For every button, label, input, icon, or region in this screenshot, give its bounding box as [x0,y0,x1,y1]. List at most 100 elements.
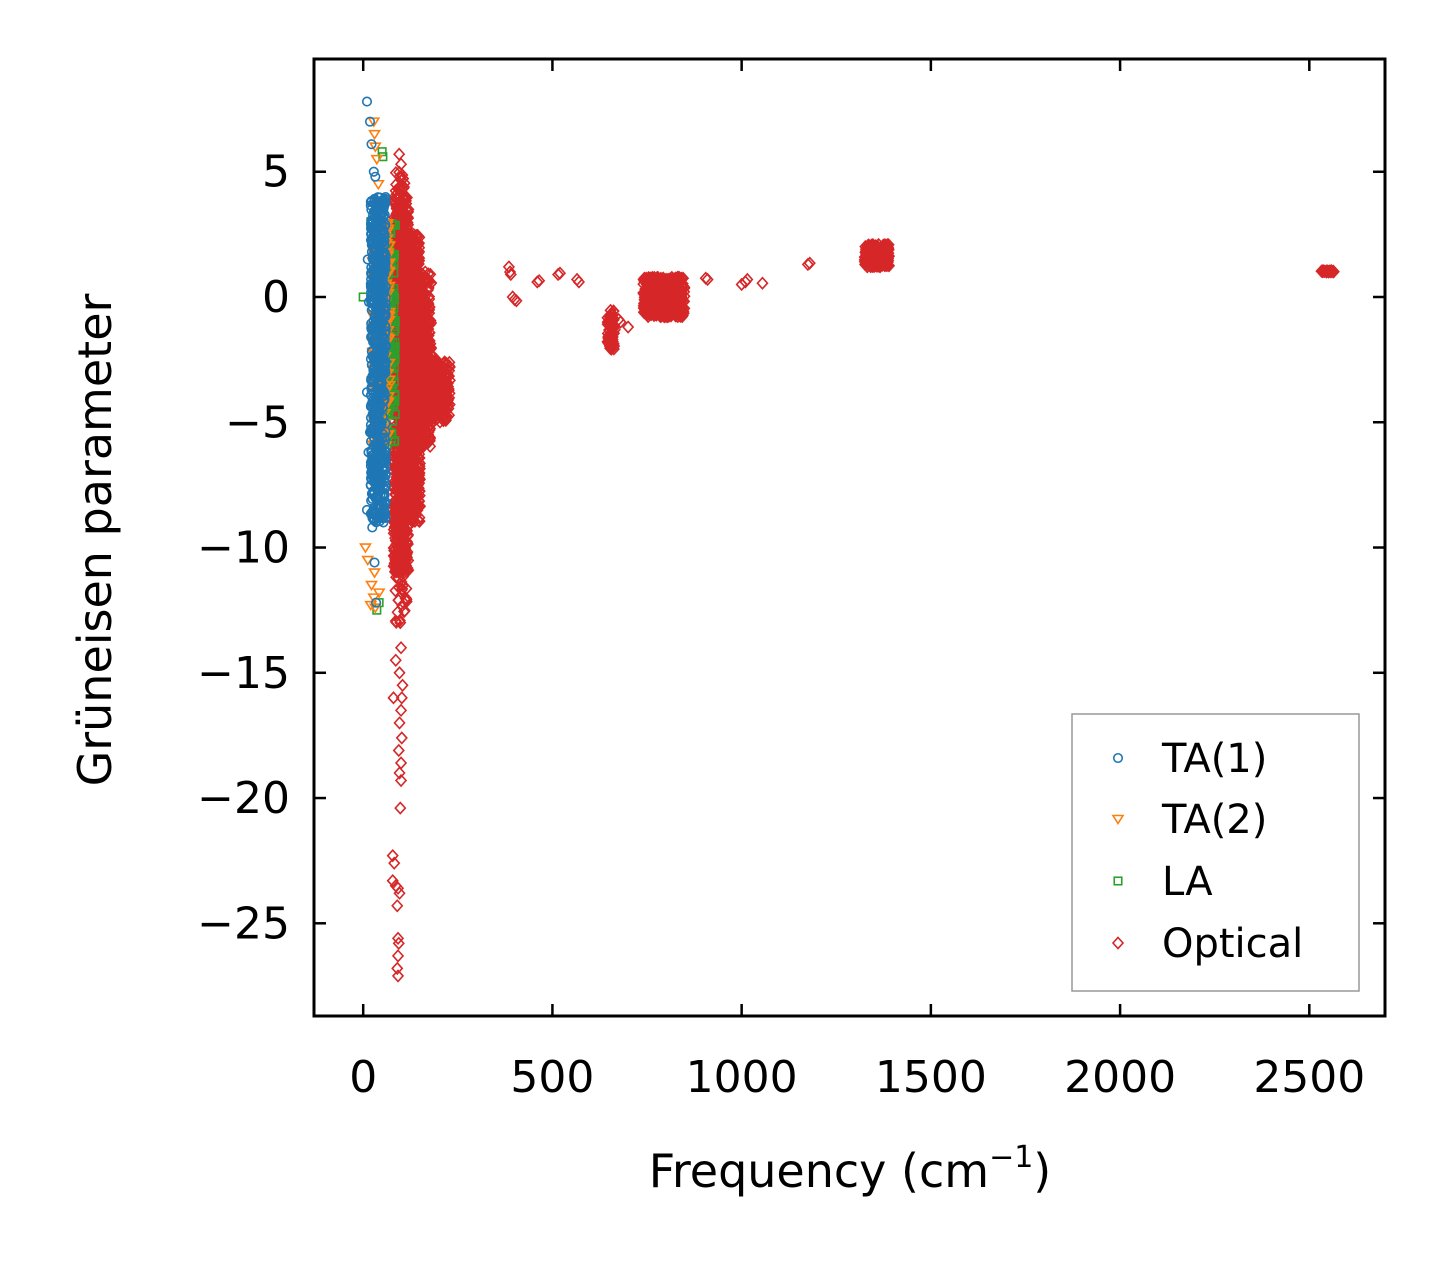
data-point-ta-1 [375,264,386,275]
data-point-ta-1 [374,440,385,452]
data-point-ta-1 [375,268,386,279]
data-point-optical [666,303,679,317]
data-point-optical [1316,264,1329,279]
data-point-optical [403,359,416,373]
data-point-optical [389,476,402,490]
data-point-optical [741,272,754,287]
data-point-ta-1 [378,288,389,299]
data-point-optical [400,291,413,305]
data-point-ta-1 [369,371,380,382]
data-point-ta-1 [370,171,381,182]
data-point-optical [424,439,437,454]
legend-marker-la [1113,876,1123,886]
data-point-optical [391,931,405,946]
data-point-optical [394,561,408,575]
data-point-optical [398,335,411,350]
data-point-optical [394,703,408,718]
data-point-optical [553,266,567,280]
data-point-la [390,409,400,419]
data-point-ta-1 [368,377,379,388]
data-point-optical [397,204,410,218]
data-point-ta-1 [368,254,379,265]
data-point-ta-1 [379,338,390,349]
data-point-optical [414,378,427,392]
data-point-optical [400,592,413,607]
data-point-optical [411,480,425,495]
data-point-optical [392,936,405,951]
data-point-ta-1 [374,303,386,314]
data-point-optical [400,479,413,493]
y-tick-label: −20 [197,773,290,824]
data-point-optical [409,341,422,355]
data-point-optical [701,272,714,287]
data-point-ta-1 [378,364,390,375]
data-point-optical [391,881,405,895]
data-point-ta-1 [373,274,384,285]
data-point-ta-1 [365,401,376,412]
data-point-ta-1 [379,483,390,494]
data-point-optical [398,228,411,242]
data-point-optical [422,275,436,289]
legend-marker-optical [1111,936,1125,950]
data-point-la [389,390,400,400]
data-point-optical [393,434,406,449]
data-point-ta-1 [367,522,378,533]
data-point-optical [859,256,872,270]
data-point-optical [866,239,879,254]
data-point-optical [399,243,412,257]
y-tick-label: −10 [197,523,290,574]
data-point-ta-2 [368,568,381,579]
data-point-ta-1 [378,258,389,270]
data-point-optical [756,276,769,290]
data-point-optical [572,275,585,289]
data-point-optical [873,260,887,274]
data-point-optical [425,357,438,371]
data-point-optical [398,522,411,537]
data-point-optical [410,492,423,506]
data-point-optical [399,191,412,206]
data-point-optical [398,603,411,618]
data-point-ta-1 [363,296,374,308]
data-point-optical [403,373,417,388]
data-point-optical [395,520,408,534]
data-point-optical [396,540,409,555]
data-point-optical [396,678,409,692]
data-point-optical [393,666,406,680]
data-point-optical [424,267,437,282]
data-point-optical [422,267,435,281]
data-point-optical [392,456,406,470]
data-point-ta-1 [372,196,383,207]
data-point-ta-1 [380,510,391,521]
legend-frame [1071,713,1360,992]
data-point-optical [393,170,406,184]
data-point-optical [440,384,454,398]
data-point-optical [391,899,404,913]
data-point-optical [399,316,412,330]
data-point-optical [390,570,403,584]
data-point-optical [393,716,406,730]
data-point-optical [419,298,432,313]
data-point-ta-1 [369,336,380,347]
plot-frame [312,57,1387,1018]
data-point-optical [391,199,404,214]
data-point-ta-1 [368,166,379,177]
data-point-optical [871,259,885,273]
data-point-ta-1 [378,283,389,295]
data-point-optical [404,501,418,515]
data-point-optical [503,265,517,279]
data-point-optical [422,322,435,336]
data-point-optical [391,540,405,555]
legend-label-optical: Optical [1162,921,1303,967]
x-tick-label: 2500 [1253,1052,1365,1103]
data-point-ta-1 [371,597,382,608]
data-point-optical [669,274,682,288]
data-point-optical [420,428,433,443]
data-point-optical [404,356,417,370]
data-point-ta-2 [367,117,381,128]
data-point-optical [399,249,412,263]
data-point-ta-1 [364,427,376,438]
data-point-optical [418,387,431,401]
x-tick-label: 1500 [875,1052,987,1103]
data-point-optical [411,335,424,349]
